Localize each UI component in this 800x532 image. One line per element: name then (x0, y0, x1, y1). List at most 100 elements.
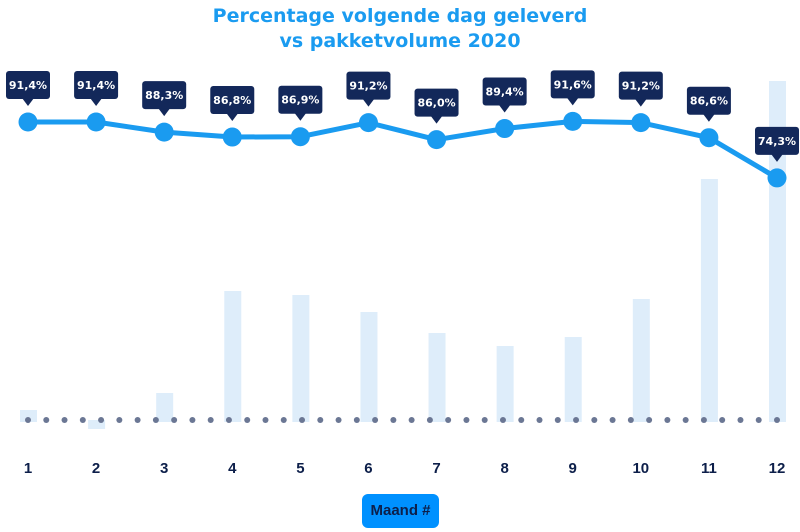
data-label: 86,8% (213, 94, 251, 107)
data-label-pointer (430, 115, 443, 124)
volume-bar (88, 420, 106, 429)
data-label: 88,3% (145, 89, 183, 102)
baseline-dot (719, 417, 726, 423)
data-label-pointer (362, 98, 375, 107)
x-tick-label: 2 (92, 460, 100, 477)
data-label: 86,6% (690, 95, 728, 108)
x-tick-label: 4 (228, 460, 237, 477)
baseline-dot (463, 417, 470, 423)
baseline-dot (262, 417, 269, 423)
volume-bar (769, 81, 786, 422)
subtitle-line: vs pakketvolume 2020 (279, 30, 521, 52)
x-tick-label: 11 (701, 460, 717, 477)
line-point (495, 119, 515, 139)
baseline-dot (25, 417, 31, 423)
baseline-dot (700, 417, 707, 423)
x-tick-label: 8 (500, 460, 508, 477)
volume-bar (700, 179, 718, 422)
baseline-dot (134, 417, 141, 423)
data-label-pointer (158, 108, 171, 117)
x-axis-label-button[interactable]: Maand # (362, 494, 439, 528)
baseline-dot (79, 417, 86, 423)
data-label: 74,3% (758, 135, 796, 148)
line-point (699, 128, 719, 148)
baseline-dot (152, 417, 159, 423)
volume-bar (360, 312, 378, 422)
line-point (563, 111, 583, 131)
baseline-dot (61, 417, 68, 423)
baseline-dot (554, 417, 561, 423)
title-line: Percentage volgende dag geleverd (212, 5, 588, 27)
baseline-dot (207, 417, 214, 423)
baseline-dot (335, 417, 342, 423)
baseline-dot (664, 417, 671, 423)
x-tick-label: 1 (24, 460, 32, 477)
data-label: 91,6% (554, 78, 592, 91)
baseline-dot (280, 417, 287, 423)
baseline-dot (627, 417, 634, 423)
x-tick-label: 12 (769, 460, 786, 477)
data-label-box (142, 81, 187, 110)
baseline-dot (646, 417, 653, 423)
volume-bar (20, 410, 37, 422)
x-tick-label: 6 (364, 460, 372, 477)
data-label-box (414, 88, 459, 117)
baseline-dot (591, 417, 598, 423)
data-label-box (755, 126, 799, 155)
data-label-box (210, 86, 255, 115)
volume-bar (428, 333, 446, 422)
baseline-dot (536, 417, 543, 423)
baseline-dot (682, 417, 689, 423)
line-point (86, 112, 106, 132)
x-tick-label: 7 (432, 460, 440, 477)
data-label-pointer (702, 113, 715, 122)
baseline-dot (426, 417, 433, 423)
data-label-pointer (566, 97, 579, 106)
percentage-line (28, 118, 779, 181)
data-label: 91,4% (77, 79, 115, 92)
data-label: 91,4% (9, 79, 47, 92)
x-tick-label: 5 (296, 460, 304, 477)
baseline-dot (609, 417, 616, 423)
baseline-dot (244, 417, 251, 423)
data-label-box (550, 70, 595, 99)
baseline-dot (774, 417, 780, 423)
baseline-dot (171, 417, 178, 423)
baseline-dot (737, 417, 744, 423)
data-label: 89,4% (486, 86, 524, 99)
x-tick-label: 10 (632, 460, 649, 477)
data-label-pointer (294, 112, 307, 121)
baseline-dot (390, 417, 397, 423)
baseline-dot (299, 417, 306, 423)
line-point (18, 112, 38, 132)
baseline-dot (43, 417, 50, 423)
data-label-box (482, 77, 527, 106)
data-label-box (6, 71, 50, 99)
volume-bar (496, 346, 514, 422)
data-label-pointer (498, 104, 511, 113)
line-point (358, 113, 378, 133)
line-point (290, 127, 310, 147)
baseline-dot (755, 417, 762, 423)
data-label-box (278, 85, 323, 114)
line-point (767, 168, 787, 188)
baseline-dot (481, 417, 488, 423)
volume-bar (224, 291, 242, 422)
baseline-dot (317, 417, 324, 423)
baseline-dot (445, 417, 452, 423)
baseline-dot (499, 417, 506, 423)
baseline-dot (98, 417, 105, 423)
volume-bar (156, 393, 174, 422)
data-label-pointer (771, 153, 783, 162)
data-label-box (618, 71, 663, 100)
line-point (427, 130, 447, 150)
baseline-dot (573, 417, 580, 423)
baseline-dot (189, 417, 196, 423)
x-tick-label: 3 (160, 460, 168, 477)
data-label: 91,2% (349, 80, 387, 93)
baseline-dot (353, 417, 360, 423)
line-point (222, 127, 242, 147)
baseline-dot (116, 417, 123, 423)
line-point (154, 122, 174, 142)
